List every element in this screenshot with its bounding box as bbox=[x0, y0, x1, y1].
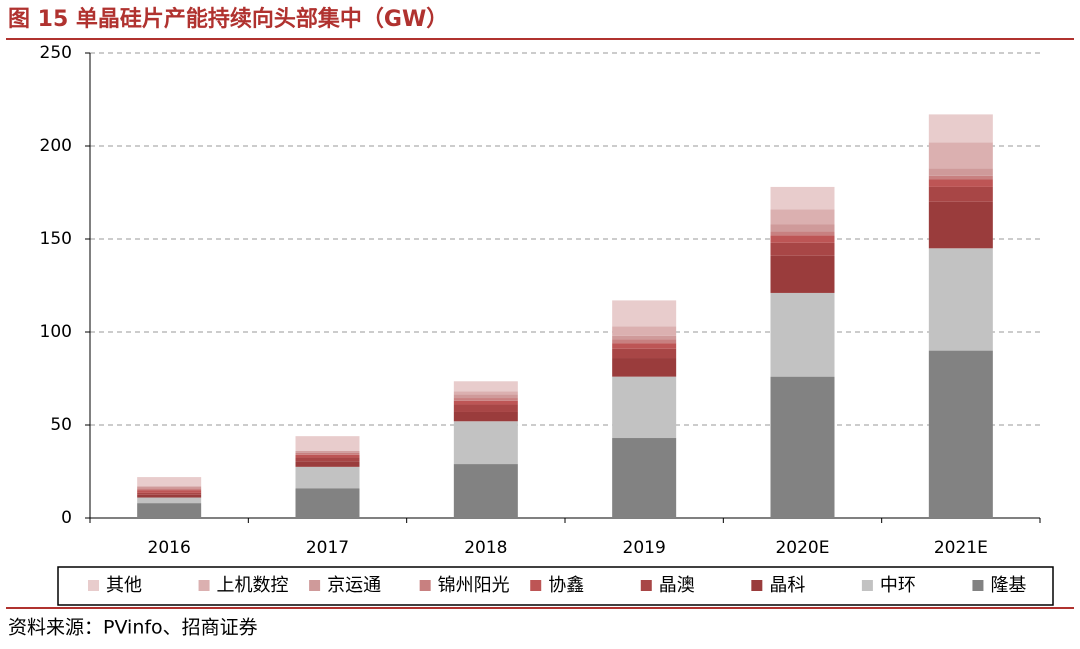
bar-segment bbox=[453, 381, 518, 392]
bar-segment bbox=[770, 186, 835, 210]
bar-segment bbox=[295, 454, 360, 458]
bar-segment bbox=[137, 492, 202, 495]
bar-segment bbox=[612, 335, 677, 340]
y-tick-label: 200 bbox=[40, 136, 72, 156]
bar-segment bbox=[770, 255, 835, 293]
legend-label: 上机数控 bbox=[217, 575, 289, 596]
legend-swatch bbox=[751, 580, 763, 591]
bar-segment bbox=[770, 292, 835, 377]
bar-segment bbox=[295, 452, 360, 455]
bar-segment bbox=[295, 436, 360, 452]
y-tick-label: 150 bbox=[40, 229, 72, 249]
bar-segment bbox=[928, 248, 993, 351]
bar-segment bbox=[770, 376, 835, 518]
legend-label: 京运通 bbox=[327, 575, 381, 596]
bar-segment bbox=[612, 300, 677, 327]
legend-label: 晶科 bbox=[769, 575, 805, 596]
bar-segment bbox=[295, 466, 360, 489]
bar-segment bbox=[295, 461, 360, 467]
legend-label: 隆基 bbox=[990, 575, 1026, 596]
legend-label: 锦州阳光 bbox=[438, 575, 510, 596]
y-tick-label: 0 bbox=[61, 508, 72, 528]
bar-segment bbox=[928, 179, 993, 187]
bar-segment bbox=[612, 339, 677, 344]
bar-segment bbox=[770, 242, 835, 256]
x-tick-label: 2018 bbox=[464, 538, 507, 558]
bar-segment bbox=[137, 486, 202, 489]
bar-segment bbox=[453, 411, 518, 422]
bar-segment bbox=[770, 231, 835, 236]
legend-label: 协鑫 bbox=[548, 575, 584, 596]
bar-segment bbox=[928, 175, 993, 180]
bar-segment bbox=[453, 400, 518, 405]
legend-swatch bbox=[972, 580, 984, 591]
legend-swatch bbox=[419, 580, 431, 591]
bar-segment bbox=[137, 497, 202, 504]
y-tick-label: 250 bbox=[40, 43, 72, 63]
bar-segment bbox=[453, 404, 518, 412]
bar-segment bbox=[612, 326, 677, 336]
x-tick-label: 2016 bbox=[148, 538, 191, 558]
bar-segment bbox=[612, 358, 677, 377]
bar-segment bbox=[928, 350, 993, 518]
x-tick-label: 2017 bbox=[306, 538, 349, 558]
bar-segment bbox=[770, 209, 835, 225]
y-tick-label: 50 bbox=[50, 415, 72, 435]
x-tick-label: 2020E bbox=[775, 538, 829, 558]
legend-label: 晶澳 bbox=[659, 575, 695, 596]
bar-segment bbox=[453, 421, 518, 465]
bar-segment bbox=[928, 142, 993, 169]
y-tick-label: 100 bbox=[40, 322, 72, 342]
bar-segment bbox=[137, 490, 202, 493]
bar-segment bbox=[928, 114, 993, 143]
chart-title: 图 15 单晶硅片产能持续向头部集中（GW） bbox=[8, 6, 448, 32]
bar-segment bbox=[928, 168, 993, 176]
bar-segment bbox=[612, 376, 677, 439]
bar-segment bbox=[453, 398, 518, 401]
bar-segment bbox=[770, 235, 835, 243]
bar-segment bbox=[928, 186, 993, 202]
legend-label: 中环 bbox=[880, 575, 916, 596]
bar-segment bbox=[137, 477, 202, 487]
legend-swatch bbox=[640, 580, 652, 591]
x-tick-label: 2021E bbox=[934, 538, 988, 558]
legend-swatch bbox=[198, 580, 210, 591]
bar-segment bbox=[295, 451, 360, 453]
bar-segment bbox=[137, 488, 202, 491]
legend-swatch bbox=[88, 580, 99, 591]
legend-swatch bbox=[861, 580, 873, 591]
bar-segment bbox=[453, 394, 518, 399]
bar-segment bbox=[295, 488, 360, 518]
bar-segment bbox=[295, 457, 360, 462]
bar-segment bbox=[453, 464, 518, 518]
legend-swatch bbox=[309, 580, 321, 591]
legend-label: 其他 bbox=[106, 575, 142, 596]
bar-segment bbox=[137, 494, 202, 498]
x-tick-label: 2019 bbox=[623, 538, 666, 558]
bar-segment bbox=[928, 201, 993, 249]
bar-segment bbox=[612, 348, 677, 359]
bar-segment bbox=[612, 343, 677, 349]
legend-box bbox=[57, 566, 1054, 606]
bar-segment bbox=[137, 503, 202, 518]
bar-segment bbox=[770, 224, 835, 232]
source: 资料来源：PVinfo、招商证券 bbox=[8, 617, 258, 639]
bar-segment bbox=[612, 438, 677, 518]
bar-segment bbox=[453, 391, 518, 395]
legend-swatch bbox=[530, 580, 542, 591]
